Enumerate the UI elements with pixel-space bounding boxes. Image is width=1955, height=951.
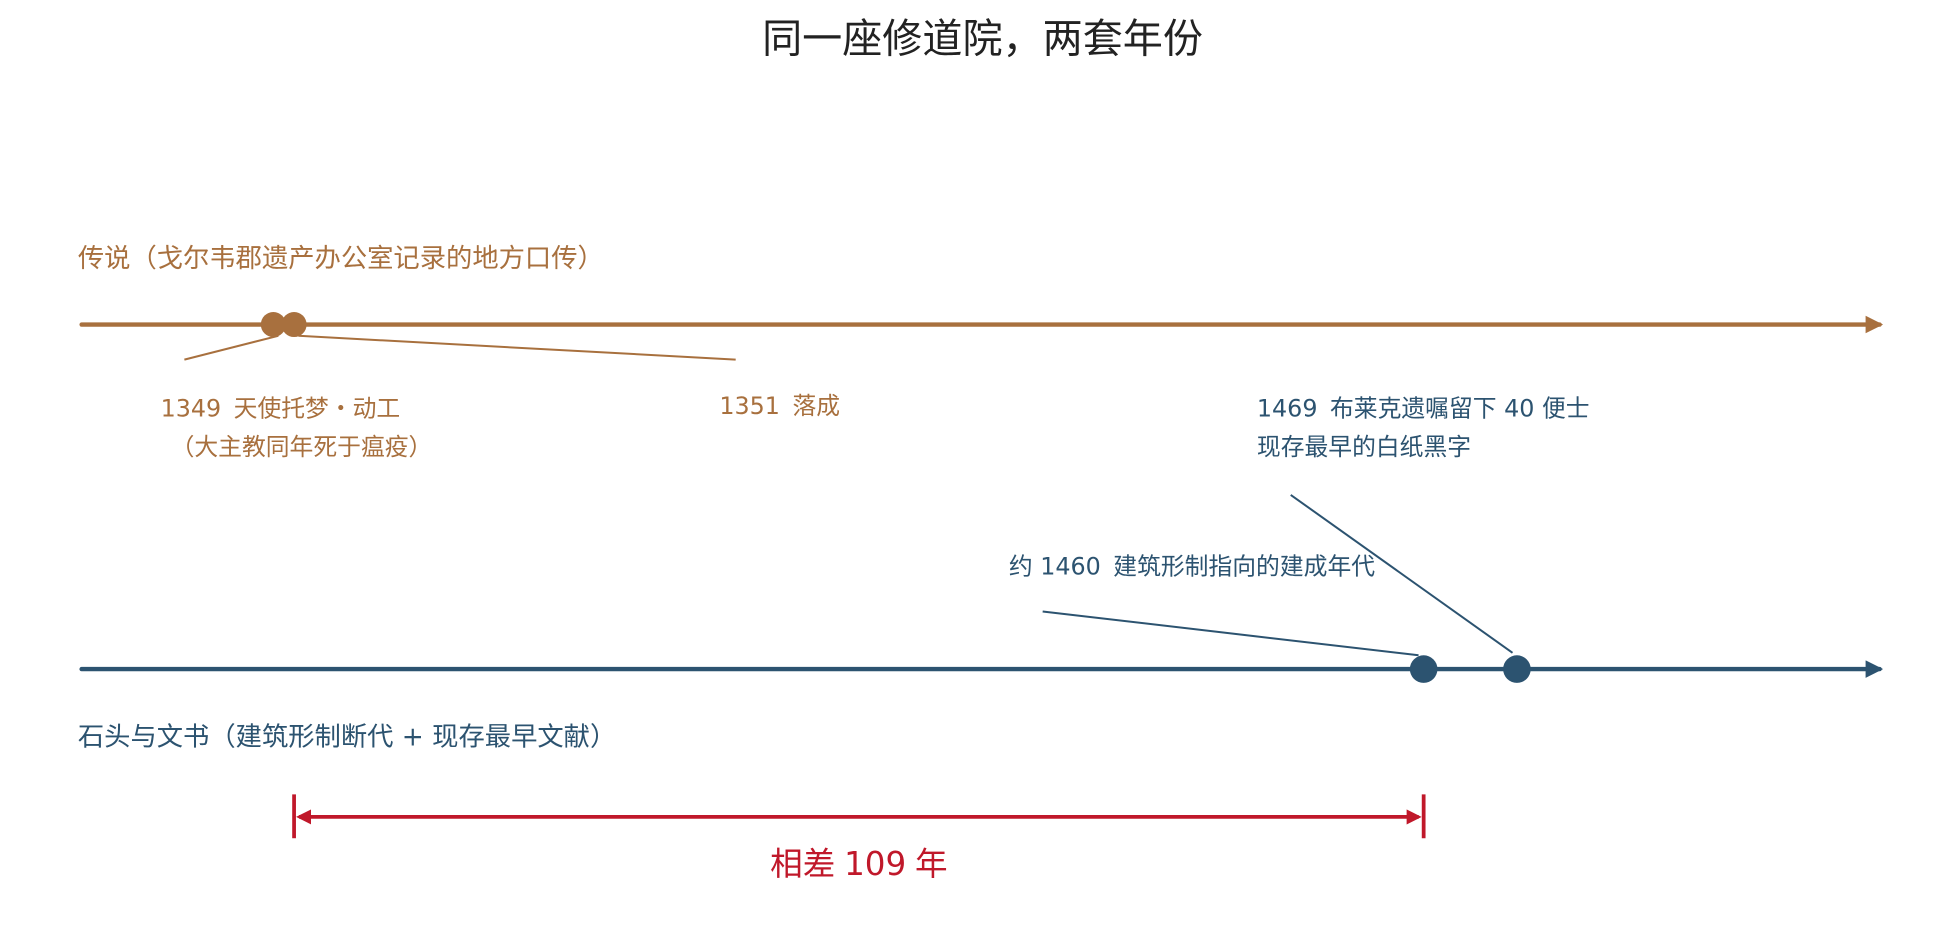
track-name: 石头与文书（建筑形制断代 + 现存最早文献） — [78, 722, 616, 752]
event-dot — [1503, 655, 1531, 683]
event-text: 天使托梦・动工 — [234, 394, 401, 422]
leader-line — [298, 334, 736, 361]
chart-title: 同一座修道院，两套年份 — [762, 16, 1203, 62]
gap-suffix: 年 — [915, 845, 948, 883]
event-note: （大主教同年死于瘟疫） — [171, 433, 433, 461]
event-label: 1469 布莱克遗嘱留下 40 便士 — [1257, 394, 1590, 422]
event-prefix: 约 — [1009, 552, 1033, 580]
event-year: 1349 — [161, 394, 222, 422]
leader-line — [1290, 494, 1514, 654]
event-label: 1349 天使托梦・动工 — [161, 394, 401, 422]
event-text: 落成 — [792, 392, 840, 420]
event-year: 1469 — [1257, 394, 1318, 422]
event-dot — [260, 311, 286, 338]
gap-value: 109 — [844, 845, 906, 883]
event-dot — [281, 311, 307, 338]
gap-label: 相差 109 年 — [770, 845, 947, 883]
event-text: 建筑形制指向的建成年代 — [1113, 552, 1375, 580]
leader-line — [1042, 610, 1419, 657]
gap-prefix: 相差 — [770, 845, 835, 883]
event-label: 约 1460 建筑形制指向的建成年代 — [1009, 552, 1375, 580]
event-note: 现存最早的白纸黑字 — [1257, 433, 1471, 461]
track-name: 传说（戈尔韦郡遗产办公室记录的地方口传） — [78, 244, 604, 274]
event-year: 1460 — [1040, 552, 1101, 580]
event-year: 1351 — [719, 392, 780, 420]
event-dot — [1409, 655, 1438, 683]
space — [1033, 552, 1041, 580]
event-text: 布莱克遗嘱留下 40 便士 — [1330, 394, 1590, 422]
leader-line — [184, 334, 279, 361]
event-label: 1351 落成 — [719, 392, 840, 420]
